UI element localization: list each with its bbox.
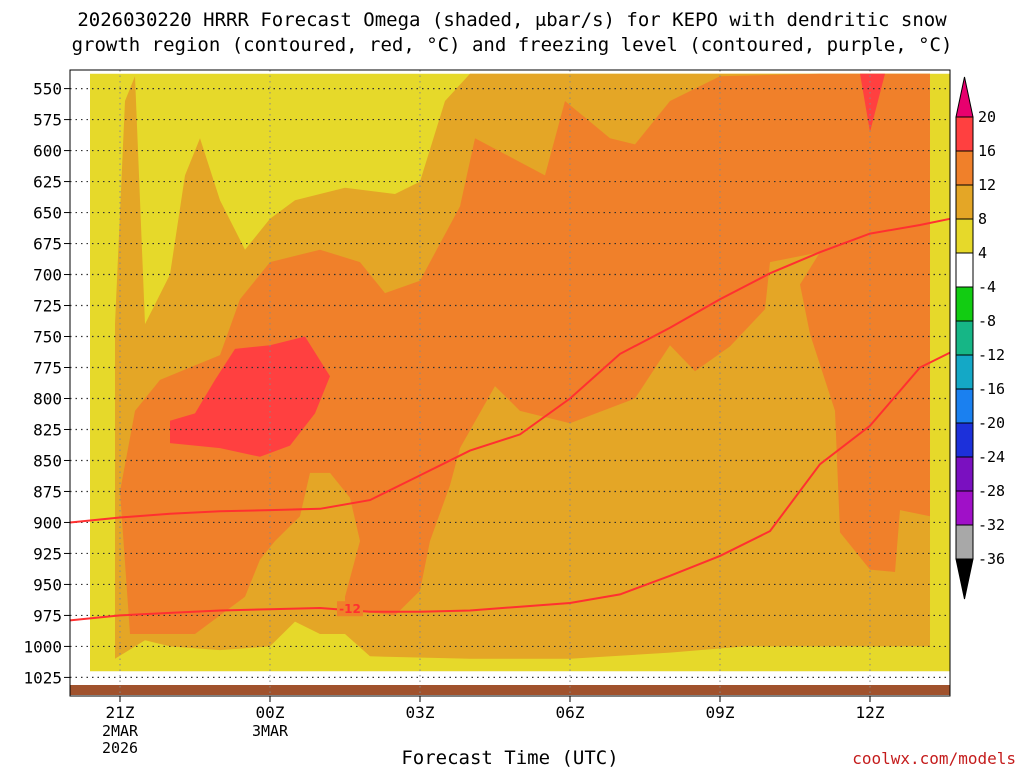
y-tick-label-825: 825 <box>33 420 62 439</box>
dgz-bottom-minus-12 <box>69 351 951 622</box>
colorbar-label--20: -20 <box>978 414 1005 432</box>
x-tick-label-03Z: 03Z <box>406 703 435 722</box>
y-tick-label-725: 725 <box>33 297 62 316</box>
x-tick-label-21Z: 21Z <box>106 703 135 722</box>
plot-area: -12 <box>69 69 951 697</box>
colorbar-bin-12 <box>955 184 974 220</box>
colorbar-label--36: -36 <box>978 550 1005 568</box>
colorbar-bin--4 <box>955 286 974 322</box>
x-tick-sublabel-2MAR: 2MAR <box>102 722 139 740</box>
y-tick-label-975: 975 <box>33 606 62 625</box>
colorbar-label--24: -24 <box>978 448 1005 466</box>
colorbar-bottom-arrow <box>955 558 974 600</box>
y-tick-label-625: 625 <box>33 173 62 192</box>
colorbar-label-8: 8 <box>978 210 987 228</box>
plot-frame <box>69 69 951 697</box>
colorbar-top-arrow <box>955 76 974 118</box>
colorbar-label--16: -16 <box>978 380 1005 398</box>
x-tick-label-12Z: 12Z <box>856 703 885 722</box>
colorbar-bin--20 <box>955 422 974 458</box>
y-tick-label-925: 925 <box>33 544 62 563</box>
y-tick-label-1000: 1000 <box>23 637 62 656</box>
colorbar-bin--24 <box>955 456 974 492</box>
colorbar-label--12: -12 <box>978 346 1005 364</box>
omega-16-20-core <box>170 336 330 457</box>
y-axis-ticks: 550 575 600 625 650 675 700 725 750 775 800 825 850 8… <box>23 80 70 687</box>
colorbar-label--28: -28 <box>978 482 1005 500</box>
colorbar-label-12: 12 <box>978 176 996 194</box>
y-tick-label-675: 675 <box>33 235 62 254</box>
omega-shading <box>90 73 950 672</box>
colorbar-bin--16 <box>955 388 974 424</box>
colorbar-label-4: 4 <box>978 244 987 262</box>
chart-title-line1: 2026030220 HRRR Forecast Omega (shaded, … <box>77 9 947 31</box>
x-tick-label-00Z: 00Z <box>256 703 285 722</box>
contour-label: -12 <box>339 602 361 616</box>
colorbar-bin--8 <box>955 320 974 356</box>
y-tick-label-600: 600 <box>33 142 62 161</box>
dgz-top-minus-12 <box>69 217 951 524</box>
y-tick-label-700: 700 <box>33 266 62 285</box>
credit-text: coolwx.com/models <box>852 749 1016 768</box>
y-tick-label-575: 575 <box>33 111 62 130</box>
contour-label-bg <box>337 601 363 617</box>
colorbar-label--32: -32 <box>978 516 1005 534</box>
colorbar-bin--32 <box>955 524 974 560</box>
x-tick-sublabel-2026: 2026 <box>102 739 138 757</box>
y-tick-label-875: 875 <box>33 482 62 501</box>
colorbar-label-16: 16 <box>978 142 996 160</box>
grid-lines <box>70 70 950 696</box>
colorbar-bin-4 <box>955 252 974 288</box>
y-tick-label-775: 775 <box>33 359 62 378</box>
colorbar-label--4: -4 <box>978 278 996 296</box>
x-tick-label-09Z: 09Z <box>706 703 735 722</box>
x-tick-sublabel-3MAR: 3MAR <box>252 722 289 740</box>
y-tick-label-650: 650 <box>33 204 62 223</box>
colorbar-label--8: -8 <box>978 312 996 330</box>
colorbar-bin-8 <box>955 218 974 254</box>
y-tick-label-550: 550 <box>33 80 62 99</box>
y-tick-label-850: 850 <box>33 451 62 470</box>
y-tick-label-900: 900 <box>33 513 62 532</box>
y-tick-label-950: 950 <box>33 575 62 594</box>
colorbar-bin--28 <box>955 490 974 526</box>
y-tick-label-800: 800 <box>33 389 62 408</box>
omega-12-16-main <box>120 73 930 634</box>
colorbar-label-20: 20 <box>978 108 996 126</box>
contour-lines: -12 <box>69 217 951 622</box>
ground-surface <box>70 685 950 695</box>
colorbar: 20 16 12 8 4 -4 -8 -12 -16 -20 -24 -28 -32 -36 <box>955 76 1005 600</box>
y-tick-label-1025: 1025 <box>23 668 62 687</box>
colorbar-bin--12 <box>955 354 974 390</box>
x-tick-label-06Z: 06Z <box>556 703 585 722</box>
chart-title-line2: growth region (contoured, red, °C) and f… <box>72 34 953 56</box>
x-axis-title: Forecast Time (UTC) <box>401 747 618 768</box>
colorbar-bin-20 <box>955 116 974 152</box>
y-tick-label-750: 750 <box>33 328 62 347</box>
colorbar-bin-16 <box>955 150 974 186</box>
